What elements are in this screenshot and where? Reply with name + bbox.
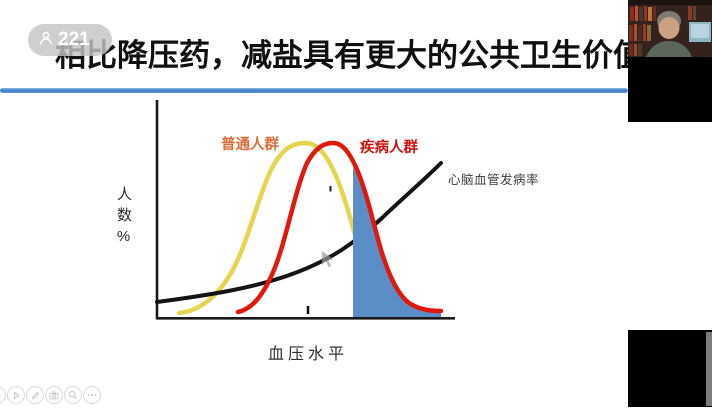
camera-icon[interactable] xyxy=(45,386,63,404)
normal-population-label: 普通人群 xyxy=(221,137,279,153)
zoom-icon[interactable] xyxy=(64,386,82,404)
play-icon[interactable] xyxy=(7,386,25,404)
disease-population-curve xyxy=(235,140,444,315)
person-icon xyxy=(38,30,54,51)
mouse-cursor xyxy=(322,251,334,268)
participant-count: 221 xyxy=(58,29,90,50)
incidence-label: 心脑血管发病率 xyxy=(448,173,540,187)
x-axis-label: 血压水平 xyxy=(268,346,349,363)
presenter-video-frame xyxy=(628,0,712,57)
presenter-video-tile[interactable] xyxy=(628,0,712,122)
shaded-risk-area xyxy=(353,167,441,317)
title-divider xyxy=(0,88,628,93)
disease-population-label: 疾病人群 xyxy=(360,140,418,156)
participant-video-tile[interactable] xyxy=(628,330,712,407)
slide-title: 相比降压药，减盐具有更大的公共卫生价值 xyxy=(55,38,644,73)
participant-count-badge[interactable]: 221 xyxy=(28,24,112,56)
pencil-icon[interactable] xyxy=(26,386,44,404)
more-icon[interactable] xyxy=(83,386,101,404)
video-panel-scrollbar[interactable] xyxy=(706,332,712,406)
y-axis-label: 人数% xyxy=(115,186,132,251)
normal-population-curve xyxy=(176,140,443,316)
